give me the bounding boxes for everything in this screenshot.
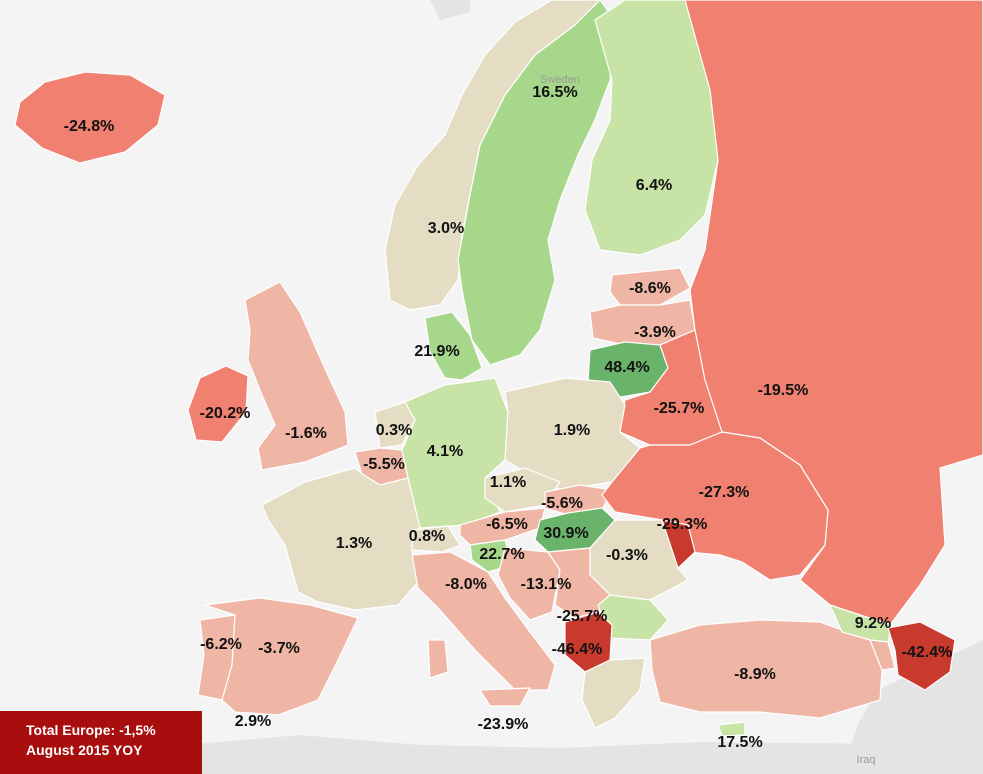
country-united-kingdom[interactable] xyxy=(244,281,349,471)
country-iceland[interactable] xyxy=(14,71,166,164)
country-italy[interactable] xyxy=(411,551,556,691)
value-label-spain: -3.7% xyxy=(258,640,300,657)
country-sweden[interactable] xyxy=(457,0,616,366)
total-europe-text: Total Europe: -1,5% xyxy=(26,722,156,738)
value-label-germany: 4.1% xyxy=(426,443,464,460)
value-label-moldova: -29.3% xyxy=(656,516,708,533)
value-label-georgia: 9.2% xyxy=(854,615,892,632)
value-label-finland: 6.4% xyxy=(635,177,673,194)
value-label-malta: -23.9% xyxy=(477,716,529,733)
value-label-slovakia: -5.6% xyxy=(541,495,583,512)
value-label-slovenia: 22.7% xyxy=(479,546,525,563)
value-label-cyprus: 17.5% xyxy=(717,734,763,751)
iraq-map-label: Iraq xyxy=(856,754,876,766)
value-label-portugal: -6.2% xyxy=(200,636,242,653)
value-label-netherlands: 0.3% xyxy=(375,422,413,439)
value-label-latvia: -3.9% xyxy=(634,324,676,341)
country-germany[interactable] xyxy=(401,377,509,529)
value-label-iceland: -24.8% xyxy=(63,118,115,135)
value-label-austria: -6.5% xyxy=(486,516,528,533)
period-text: August 2015 YOY xyxy=(26,742,143,758)
country-cyprus[interactable] xyxy=(717,721,746,737)
country-greece[interactable] xyxy=(581,657,646,729)
sweden-map-label: Sweden xyxy=(540,74,580,86)
island-sicily[interactable] xyxy=(479,687,531,707)
value-label-czech-republic: 1.1% xyxy=(489,474,527,491)
value-label-ireland: -20.2% xyxy=(199,405,251,422)
land-africa xyxy=(0,735,983,774)
value-label-estonia: -8.6% xyxy=(629,280,671,297)
country-denmark[interactable] xyxy=(424,311,483,381)
value-label-denmark: 21.9% xyxy=(414,343,460,360)
value-label-switzerland: 0.8% xyxy=(408,528,446,545)
island-sardinia[interactable] xyxy=(427,639,449,679)
value-label-gibraltar: 2.9% xyxy=(234,713,272,730)
land-greenland-edge xyxy=(430,0,470,20)
country-switzerland[interactable] xyxy=(411,525,461,553)
value-label-azerbaijan: -42.4% xyxy=(901,644,953,661)
value-label-hungary: 30.9% xyxy=(543,525,589,542)
value-label-italy: -8.0% xyxy=(445,576,487,593)
value-label-sweden: 16.5% xyxy=(532,84,578,101)
value-label-turkey: -8.9% xyxy=(734,666,776,683)
value-label-russia: -19.5% xyxy=(757,382,809,399)
country-belarus[interactable] xyxy=(619,329,723,446)
value-label-ukraine: -27.3% xyxy=(698,484,750,501)
value-label-belgium: -5.5% xyxy=(363,456,405,473)
country-turkey[interactable] xyxy=(649,619,883,719)
country-spain[interactable] xyxy=(204,597,359,716)
country-austria[interactable] xyxy=(459,507,546,546)
value-label-romania: -0.3% xyxy=(606,547,648,564)
value-label-france: 1.3% xyxy=(335,535,373,552)
country-armenia[interactable] xyxy=(869,639,896,671)
value-label-macedonia: -46.4% xyxy=(551,641,603,658)
value-label-lithuania: 48.4% xyxy=(604,359,650,376)
total-summary-box: Total Europe: -1,5% August 2015 YOY xyxy=(0,711,202,774)
value-label-united-kingdom: -1.6% xyxy=(285,425,327,442)
country-ireland[interactable] xyxy=(187,365,249,443)
country-netherlands[interactable] xyxy=(374,401,416,449)
country-azerbaijan[interactable] xyxy=(887,621,956,691)
value-label-belarus: -25.7% xyxy=(653,400,705,417)
country-ukraine[interactable] xyxy=(601,431,829,581)
value-label-croatia: -13.1% xyxy=(520,576,572,593)
value-label-serbia: -25.7% xyxy=(556,608,608,625)
value-label-norway: 3.0% xyxy=(427,220,465,237)
value-label-poland: 1.9% xyxy=(553,422,591,439)
